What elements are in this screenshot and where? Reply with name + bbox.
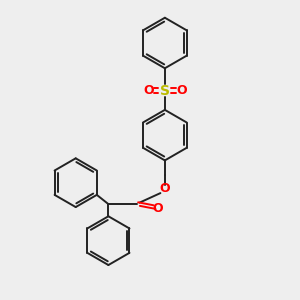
Text: O: O — [143, 84, 154, 97]
Text: O: O — [152, 202, 163, 215]
Text: O: O — [160, 182, 170, 195]
Text: S: S — [160, 84, 170, 98]
Text: O: O — [176, 84, 187, 97]
